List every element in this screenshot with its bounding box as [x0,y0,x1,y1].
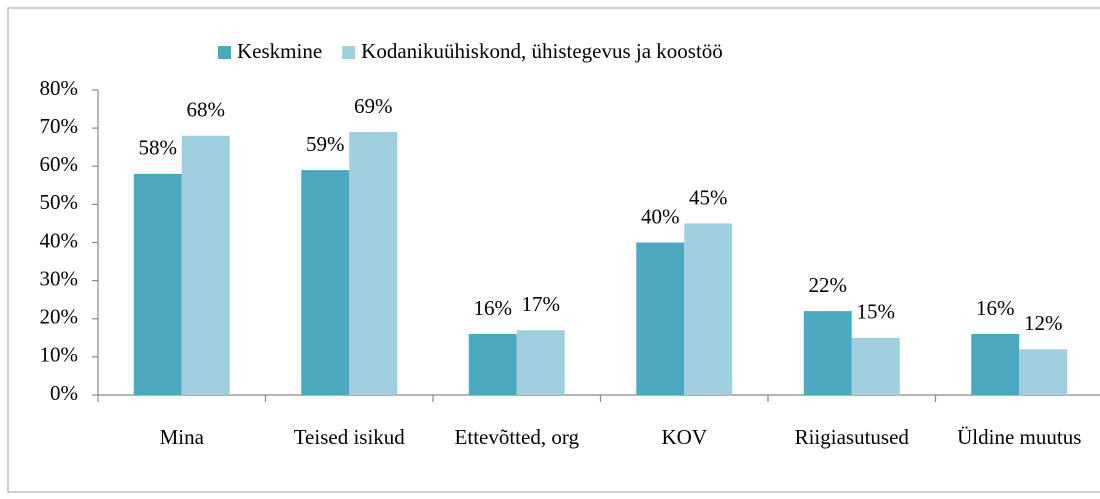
bar [468,334,517,395]
y-tick-label: 60% [40,152,79,176]
y-tick-label: 50% [40,190,79,214]
x-tick-label: Mina [160,425,205,449]
x-tick-label: Üldine muutus [957,425,1081,449]
bar [636,242,685,395]
y-tick-label: 10% [40,343,79,367]
value-label: 68% [187,98,226,122]
value-label: 40% [641,204,680,228]
bar [1019,349,1068,395]
value-label: 16% [474,296,513,320]
bar [971,334,1020,395]
y-tick-label: 30% [40,266,79,290]
bar [516,330,565,395]
x-tick-label: Riigiasutused [795,425,910,449]
value-label: 59% [306,132,345,156]
bar [684,223,733,395]
value-label: 45% [689,185,728,209]
legend-label: Keskmine [237,39,322,63]
value-label: 22% [809,273,848,297]
legend-swatch [342,46,356,59]
value-label: 12% [1024,311,1063,335]
value-label: 16% [976,296,1015,320]
y-tick-label: 80% [40,76,79,100]
y-tick-label: 20% [40,305,79,329]
y-tick-label: 0% [50,381,78,405]
value-label: 17% [522,292,561,316]
y-tick-label: 70% [40,114,79,138]
value-label: 58% [139,136,178,160]
bar [803,311,852,395]
y-tick-label: 40% [40,228,79,252]
bar [851,337,900,395]
bar [301,170,350,395]
legend-swatch [218,46,231,59]
x-tick-label: Teised isikud [294,425,406,449]
legend-label: Kodanikuühiskond, ühistegevus ja koostöö [361,39,723,63]
bar [181,135,230,395]
x-tick-label: KOV [662,425,708,449]
x-tick-label: Ettevõtted, org [455,425,580,449]
value-label: 69% [354,94,393,118]
bar [349,131,398,395]
bar [133,173,182,395]
value-label: 15% [857,300,896,324]
